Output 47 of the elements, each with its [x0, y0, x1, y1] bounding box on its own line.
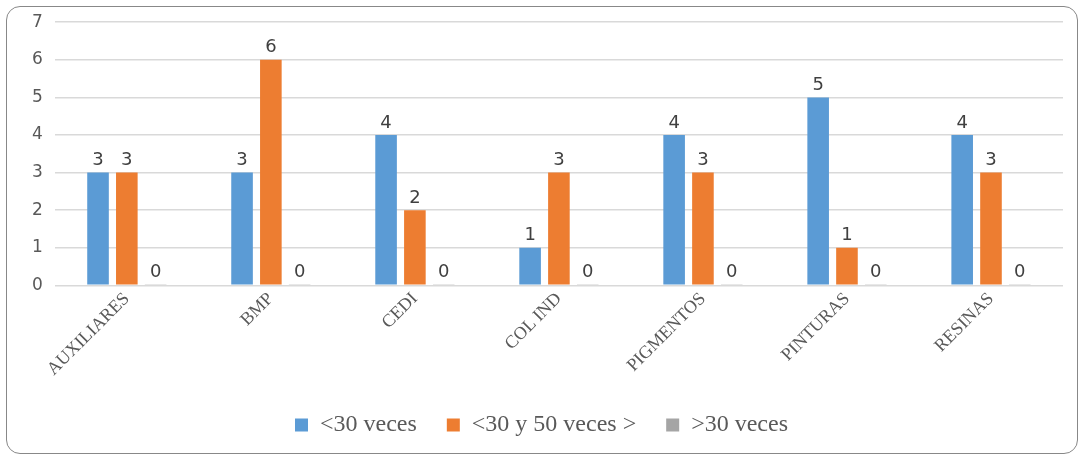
- data-label: 3: [985, 148, 997, 170]
- data-label: 6: [265, 35, 277, 57]
- data-label: 1: [524, 223, 536, 245]
- y-tick-label: 7: [31, 10, 43, 31]
- y-tick-label: 1: [31, 236, 43, 257]
- data-label: 4: [956, 110, 968, 132]
- y-tick-label: 5: [31, 85, 43, 106]
- data-label: 4: [668, 110, 680, 132]
- legend-label: >30 veces: [691, 410, 789, 437]
- data-label: 0: [437, 260, 450, 282]
- y-tick-label: 2: [31, 198, 43, 219]
- bar: [231, 172, 253, 285]
- data-label: 0: [293, 260, 306, 282]
- bar: [836, 247, 858, 285]
- bar: [375, 134, 397, 285]
- data-label: 0: [726, 260, 738, 282]
- bar: [116, 172, 138, 285]
- data-label: 0: [149, 260, 162, 282]
- data-label: 0: [870, 260, 882, 282]
- legend-label: <30 y 50 veces >: [471, 410, 637, 437]
- data-label: 3: [121, 148, 133, 170]
- bar: [692, 172, 714, 285]
- bar: [519, 247, 541, 285]
- legend-label: <30 veces: [319, 410, 417, 437]
- y-tick-label: 6: [31, 48, 43, 69]
- x-tick-label: COL IND: [500, 288, 566, 353]
- data-label: 1: [841, 223, 853, 245]
- data-label: 3: [553, 148, 565, 170]
- bar: [980, 172, 1002, 285]
- bar: [807, 97, 829, 285]
- data-label: 2: [409, 185, 421, 207]
- y-tick-label: 0: [31, 273, 43, 294]
- data-label: 3: [236, 148, 248, 170]
- y-tick-label: 4: [31, 123, 43, 144]
- bar: [260, 59, 282, 285]
- bar: [548, 172, 570, 285]
- data-label: 3: [92, 148, 104, 170]
- bar: [663, 134, 685, 285]
- bar: [87, 172, 109, 285]
- data-label: 5: [812, 73, 824, 95]
- data-label: 0: [581, 260, 594, 282]
- data-label: 3: [697, 148, 709, 170]
- data-label: 4: [380, 110, 392, 132]
- data-label: 0: [1014, 260, 1026, 282]
- bar: [951, 134, 973, 285]
- bar: [404, 210, 426, 285]
- y-tick-label: 3: [31, 161, 43, 181]
